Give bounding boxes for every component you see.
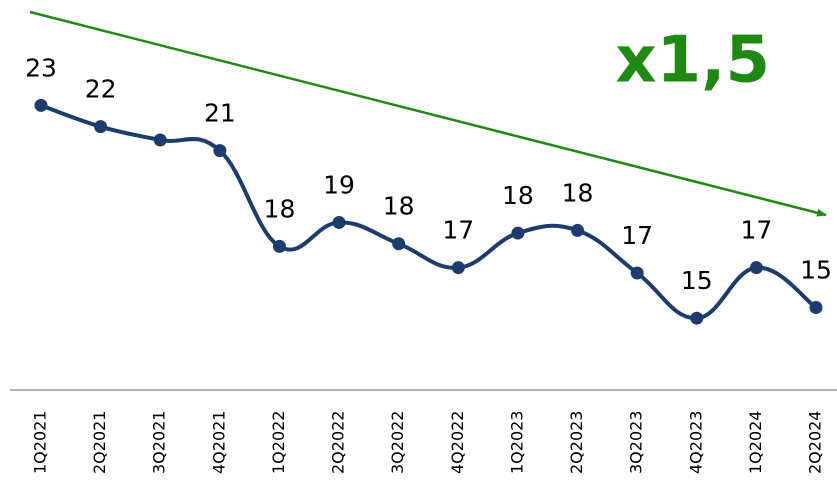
point	[749, 261, 763, 275]
value-label: 23	[25, 53, 57, 82]
value-label: 17	[740, 216, 772, 245]
point	[571, 223, 585, 237]
value-label: 15	[681, 266, 713, 295]
value-label: 15	[800, 256, 832, 285]
point	[392, 237, 406, 251]
point	[34, 98, 48, 112]
x-tick-label: 3Q2021	[150, 411, 169, 475]
point	[630, 266, 644, 280]
point	[511, 226, 525, 240]
value-label: 18	[562, 178, 594, 207]
point	[153, 133, 167, 147]
value-label: 21	[204, 99, 236, 128]
x-tick-label: 3Q2023	[627, 411, 646, 475]
value-label: 17	[621, 221, 653, 250]
annotation: x1,5	[615, 24, 770, 98]
x-tick-label: 1Q2021	[31, 411, 50, 475]
x-tick-label: 4Q2022	[448, 411, 467, 475]
value-label: 19	[323, 170, 355, 199]
x-tick-label: 2Q2021	[90, 411, 109, 475]
x-tick-label: 4Q2021	[209, 411, 228, 475]
point	[213, 144, 227, 158]
value-label: 18	[383, 192, 415, 221]
x-tick-label: 2Q2024	[806, 411, 825, 475]
point	[94, 120, 108, 134]
point	[451, 261, 465, 275]
x-tick-label: 2Q2022	[329, 411, 348, 475]
point	[809, 301, 823, 315]
value-label: 22	[85, 75, 117, 104]
value-label: 18	[502, 181, 534, 210]
x-tick-label: 1Q2024	[746, 411, 765, 475]
x-tick-label: 2Q2023	[567, 411, 586, 475]
trend-arrow	[29, 10, 827, 217]
value-label: 18	[264, 194, 296, 223]
point	[690, 311, 704, 325]
point	[272, 239, 286, 253]
value-label: 17	[442, 216, 474, 245]
x-tick-label: 3Q2022	[388, 411, 407, 475]
x-tick-label: 1Q2022	[269, 411, 288, 475]
x-tick-label: 4Q2023	[686, 411, 705, 475]
x-tick-label: 1Q2023	[507, 411, 526, 475]
point	[332, 215, 346, 229]
